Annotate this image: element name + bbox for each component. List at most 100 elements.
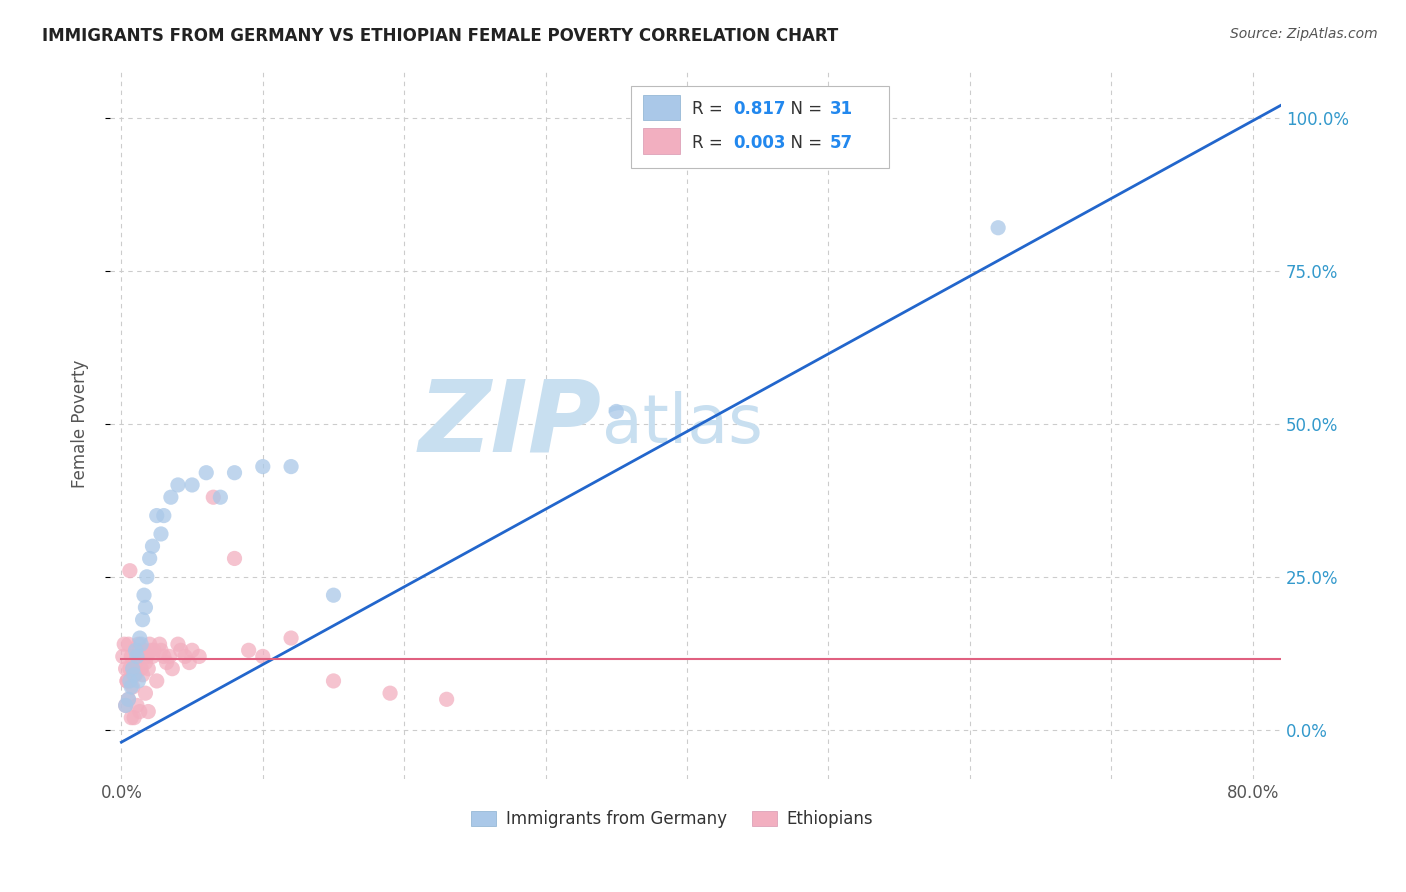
Point bbox=[124, 656, 146, 670]
Point bbox=[134, 600, 156, 615]
Point bbox=[124, 643, 146, 657]
Text: IMMIGRANTS FROM GERMANY VS ETHIOPIAN FEMALE POVERTY CORRELATION CHART: IMMIGRANTS FROM GERMANY VS ETHIOPIAN FEM… bbox=[42, 27, 838, 45]
Point bbox=[138, 551, 160, 566]
Point bbox=[112, 637, 135, 651]
Text: atlas: atlas bbox=[602, 391, 762, 457]
Point bbox=[128, 705, 150, 719]
Point bbox=[118, 662, 141, 676]
Point bbox=[202, 490, 225, 504]
Point bbox=[132, 643, 155, 657]
Point bbox=[322, 673, 344, 688]
Point bbox=[170, 643, 193, 657]
Point bbox=[252, 459, 274, 474]
Point bbox=[118, 564, 141, 578]
Point bbox=[127, 637, 149, 651]
Point bbox=[280, 459, 302, 474]
Point bbox=[179, 656, 201, 670]
Point bbox=[121, 662, 143, 676]
Legend: Immigrants from Germany, Ethiopians: Immigrants from Germany, Ethiopians bbox=[464, 803, 880, 835]
Point bbox=[162, 662, 184, 676]
Point bbox=[149, 527, 172, 541]
Point bbox=[114, 662, 136, 676]
Point bbox=[114, 698, 136, 713]
Point bbox=[139, 643, 162, 657]
Point bbox=[136, 662, 159, 676]
Y-axis label: Female Poverty: Female Poverty bbox=[72, 359, 89, 488]
FancyBboxPatch shape bbox=[631, 87, 889, 168]
Point bbox=[141, 539, 163, 553]
Text: Source: ZipAtlas.com: Source: ZipAtlas.com bbox=[1230, 27, 1378, 41]
Point bbox=[115, 673, 138, 688]
Point bbox=[378, 686, 401, 700]
Point bbox=[159, 649, 181, 664]
Point bbox=[122, 668, 145, 682]
Point bbox=[167, 637, 190, 651]
Point bbox=[132, 588, 155, 602]
Point bbox=[188, 649, 211, 664]
Point bbox=[160, 490, 183, 504]
Point bbox=[987, 220, 1010, 235]
Point bbox=[145, 673, 167, 688]
Point bbox=[134, 686, 156, 700]
Text: 0.817: 0.817 bbox=[733, 100, 786, 118]
Point bbox=[117, 637, 139, 651]
Point bbox=[135, 570, 157, 584]
Point bbox=[136, 705, 159, 719]
Point bbox=[128, 631, 150, 645]
Point bbox=[174, 649, 197, 664]
Point bbox=[149, 643, 172, 657]
Point bbox=[121, 662, 143, 676]
Point bbox=[124, 668, 146, 682]
Point bbox=[128, 649, 150, 664]
Point bbox=[129, 637, 152, 651]
Point bbox=[145, 508, 167, 523]
Text: N =: N = bbox=[780, 100, 827, 118]
Point bbox=[135, 649, 157, 664]
Text: 0.003: 0.003 bbox=[733, 134, 786, 153]
Point bbox=[153, 649, 176, 664]
Point bbox=[138, 637, 160, 651]
Text: ZIP: ZIP bbox=[419, 376, 602, 472]
Point bbox=[125, 698, 148, 713]
Point bbox=[115, 673, 138, 688]
Point bbox=[156, 656, 179, 670]
FancyBboxPatch shape bbox=[643, 128, 681, 153]
Point bbox=[114, 698, 136, 713]
Point bbox=[134, 656, 156, 670]
Point bbox=[120, 649, 142, 664]
Point bbox=[131, 613, 153, 627]
Point bbox=[224, 551, 246, 566]
Point bbox=[120, 680, 142, 694]
Point bbox=[142, 643, 165, 657]
Point bbox=[122, 711, 145, 725]
Point bbox=[224, 466, 246, 480]
Point bbox=[141, 649, 163, 664]
Point bbox=[117, 692, 139, 706]
Text: R =: R = bbox=[692, 100, 728, 118]
Point bbox=[322, 588, 344, 602]
Point bbox=[252, 649, 274, 664]
Text: N =: N = bbox=[780, 134, 827, 153]
Point bbox=[195, 466, 218, 480]
Point bbox=[120, 711, 142, 725]
Point bbox=[131, 668, 153, 682]
Point bbox=[125, 643, 148, 657]
Text: 57: 57 bbox=[830, 134, 853, 153]
Point bbox=[122, 668, 145, 682]
Point bbox=[117, 692, 139, 706]
Point bbox=[181, 478, 204, 492]
Point bbox=[111, 649, 134, 664]
Text: R =: R = bbox=[692, 134, 728, 153]
Point bbox=[129, 662, 152, 676]
Text: 31: 31 bbox=[830, 100, 853, 118]
Point bbox=[131, 643, 153, 657]
Point bbox=[238, 643, 260, 657]
Point bbox=[153, 508, 176, 523]
FancyBboxPatch shape bbox=[643, 95, 681, 120]
Point bbox=[605, 404, 627, 418]
Point bbox=[121, 680, 143, 694]
Point bbox=[209, 490, 232, 504]
Point bbox=[127, 673, 149, 688]
Point bbox=[167, 478, 190, 492]
Point bbox=[181, 643, 204, 657]
